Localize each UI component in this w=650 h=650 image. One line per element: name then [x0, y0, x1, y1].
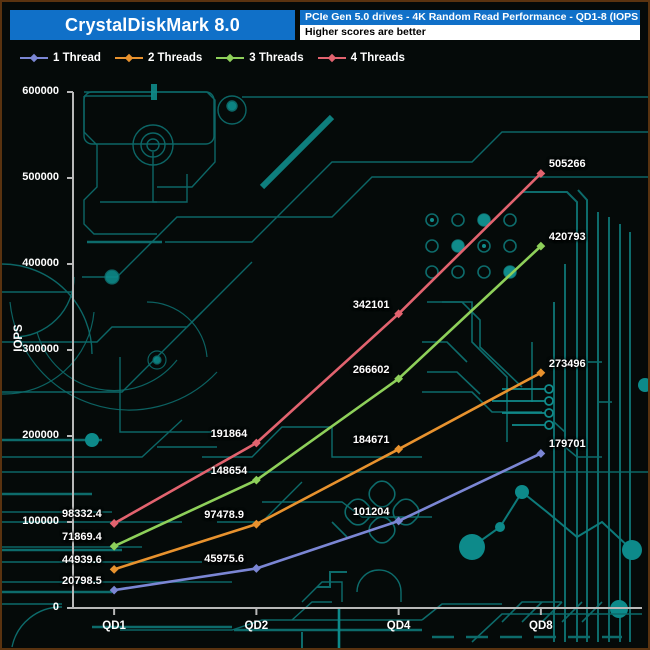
legend-label: 1 Thread: [53, 52, 101, 64]
data-point-label: 97478.9: [204, 509, 245, 522]
series-line-2-threads: [112, 371, 543, 571]
legend-swatch-icon: [317, 53, 346, 63]
data-point-label: 420793: [548, 231, 586, 244]
y-tick-label: 200000: [22, 429, 59, 441]
data-point-label: 342101: [352, 298, 390, 311]
data-point-label: 191864: [210, 427, 248, 440]
legend-label: 4 Threads: [350, 52, 405, 64]
data-point-marker[interactable]: [536, 449, 546, 458]
x-tick-label: QD4: [386, 620, 411, 632]
data-point-marker[interactable]: [251, 564, 261, 573]
app-title-block: CrystalDiskMark 8.0: [10, 10, 295, 40]
data-point-marker[interactable]: [109, 564, 119, 574]
chart-title-banner: PCIe Gen 5.0 drives - 4K Random Read Per…: [300, 10, 640, 25]
data-point-label: 101204: [352, 505, 390, 518]
data-point-label: 148654: [210, 465, 248, 478]
data-point-marker[interactable]: [109, 519, 119, 528]
data-point-marker[interactable]: [251, 475, 261, 485]
data-point-label: 179701: [548, 438, 586, 451]
data-point-label: 20798.5: [62, 575, 102, 588]
data-point-marker[interactable]: [536, 368, 546, 378]
data-point-label: 266602: [352, 363, 390, 376]
data-point-marker[interactable]: [394, 374, 404, 384]
data-point-marker[interactable]: [109, 585, 119, 595]
data-point-marker[interactable]: [109, 541, 119, 551]
y-tick-label: 500000: [22, 171, 59, 183]
series-line-4-threads: [112, 172, 543, 525]
data-point-marker[interactable]: [394, 444, 404, 454]
data-point-label: 71869.4: [62, 531, 102, 544]
y-tick-label: 600000: [22, 85, 59, 97]
data-point-label: 45975.6: [204, 553, 245, 566]
legend-label: 3 Threads: [249, 52, 304, 64]
data-point-marker[interactable]: [536, 241, 546, 251]
data-point-marker[interactable]: [251, 438, 261, 448]
data-point-marker[interactable]: [394, 309, 404, 319]
y-tick-label: 100000: [22, 515, 59, 527]
x-tick-label: QD8: [529, 620, 553, 632]
series-line-3-threads: [112, 244, 543, 548]
chart-note-banner: Higher scores are better: [300, 25, 640, 40]
data-point-label: 273496: [548, 357, 586, 370]
legend-swatch-icon: [20, 53, 48, 63]
legend-label: 2 Threads: [147, 52, 203, 64]
y-tick-label: 300000: [22, 343, 59, 355]
legend-item-4-threads[interactable]: 4 Threads: [317, 52, 405, 64]
data-point-label: 184671: [352, 434, 390, 447]
data-point-marker[interactable]: [251, 519, 261, 529]
data-point-marker[interactable]: [536, 169, 546, 178]
legend-swatch-icon: [216, 53, 245, 63]
page-title: CrystalDiskMark 8.0: [65, 14, 240, 35]
chart-subtitle-block: PCIe Gen 5.0 drives - 4K Random Read Per…: [300, 10, 640, 40]
y-tick-label: 0: [52, 601, 59, 613]
y-tick-label: 400000: [22, 257, 59, 269]
legend-item-3-threads[interactable]: 3 Threads: [216, 52, 304, 64]
x-tick-label: QD2: [244, 620, 269, 632]
legend-item-2-threads[interactable]: 2 Threads: [114, 52, 203, 64]
data-point-label: 98332.4: [62, 508, 102, 521]
x-tick-label: QD1: [102, 620, 126, 632]
legend-item-1-thread[interactable]: 1 Thread: [20, 52, 101, 64]
legend-swatch-icon: [114, 53, 143, 63]
data-point-label: 44939.6: [62, 554, 102, 567]
data-point-label: 505266: [548, 158, 586, 171]
header: CrystalDiskMark 8.0 PCIe Gen 5.0 drives …: [2, 2, 648, 46]
legend: 1 Thread 2 Threads 3 Threads 4 Threads: [20, 48, 405, 68]
data-point-marker[interactable]: [394, 516, 404, 526]
series-line-1-thread: [112, 452, 543, 592]
